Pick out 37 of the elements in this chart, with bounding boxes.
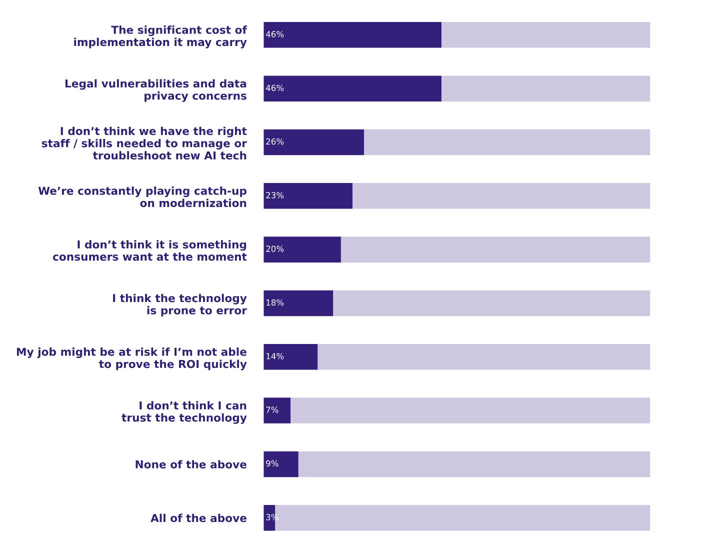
bar <box>352 183 650 209</box>
bar <box>264 183 353 209</box>
bar <box>264 398 291 424</box>
bar <box>298 451 650 478</box>
bar <box>318 344 650 370</box>
y-tick-label: I don’t think I can trust the technology <box>122 401 247 424</box>
y-tick-label: I don’t think it is something consumers want at the moment <box>52 240 247 261</box>
bar <box>264 344 318 370</box>
y-tick-label: I don’t think we have the right staff / skills needed to manage or troubleshoot new AI tech <box>42 126 247 160</box>
y-tick-label: None of the above <box>136 460 246 468</box>
y-tick-label: The significant cost of implementation it may carry <box>74 26 248 48</box>
data-label: 23% <box>266 192 284 198</box>
y-tick-label: All of the above <box>150 514 246 522</box>
bar <box>264 290 334 316</box>
bar <box>264 236 341 262</box>
data-label: 18% <box>266 299 284 306</box>
bar <box>264 76 442 102</box>
bar <box>264 129 364 156</box>
data-label: 46% <box>266 31 284 38</box>
bar <box>333 290 650 316</box>
y-tick-label: Legal vulnerabilities and data privacy concerns <box>65 79 246 102</box>
data-label: 26% <box>266 138 284 145</box>
bar <box>441 22 650 48</box>
bar <box>364 129 650 156</box>
bar <box>340 236 650 262</box>
data-label: 20% <box>266 246 284 252</box>
data-label: 46% <box>266 84 284 92</box>
y-tick-label: My job might be at risk if I’m not able to prove the ROI quickly <box>16 347 247 370</box>
bar <box>441 76 650 102</box>
y-tick-label: We’re constantly playing catch-up on modernization <box>38 186 246 208</box>
y-tick-label: I think the technology is prone to error <box>113 294 247 317</box>
data-label: 9% <box>266 460 278 467</box>
bar <box>264 451 298 478</box>
bar <box>290 398 650 424</box>
data-label: 14% <box>266 352 284 360</box>
data-label: 7% <box>266 406 278 413</box>
bar <box>264 22 442 48</box>
